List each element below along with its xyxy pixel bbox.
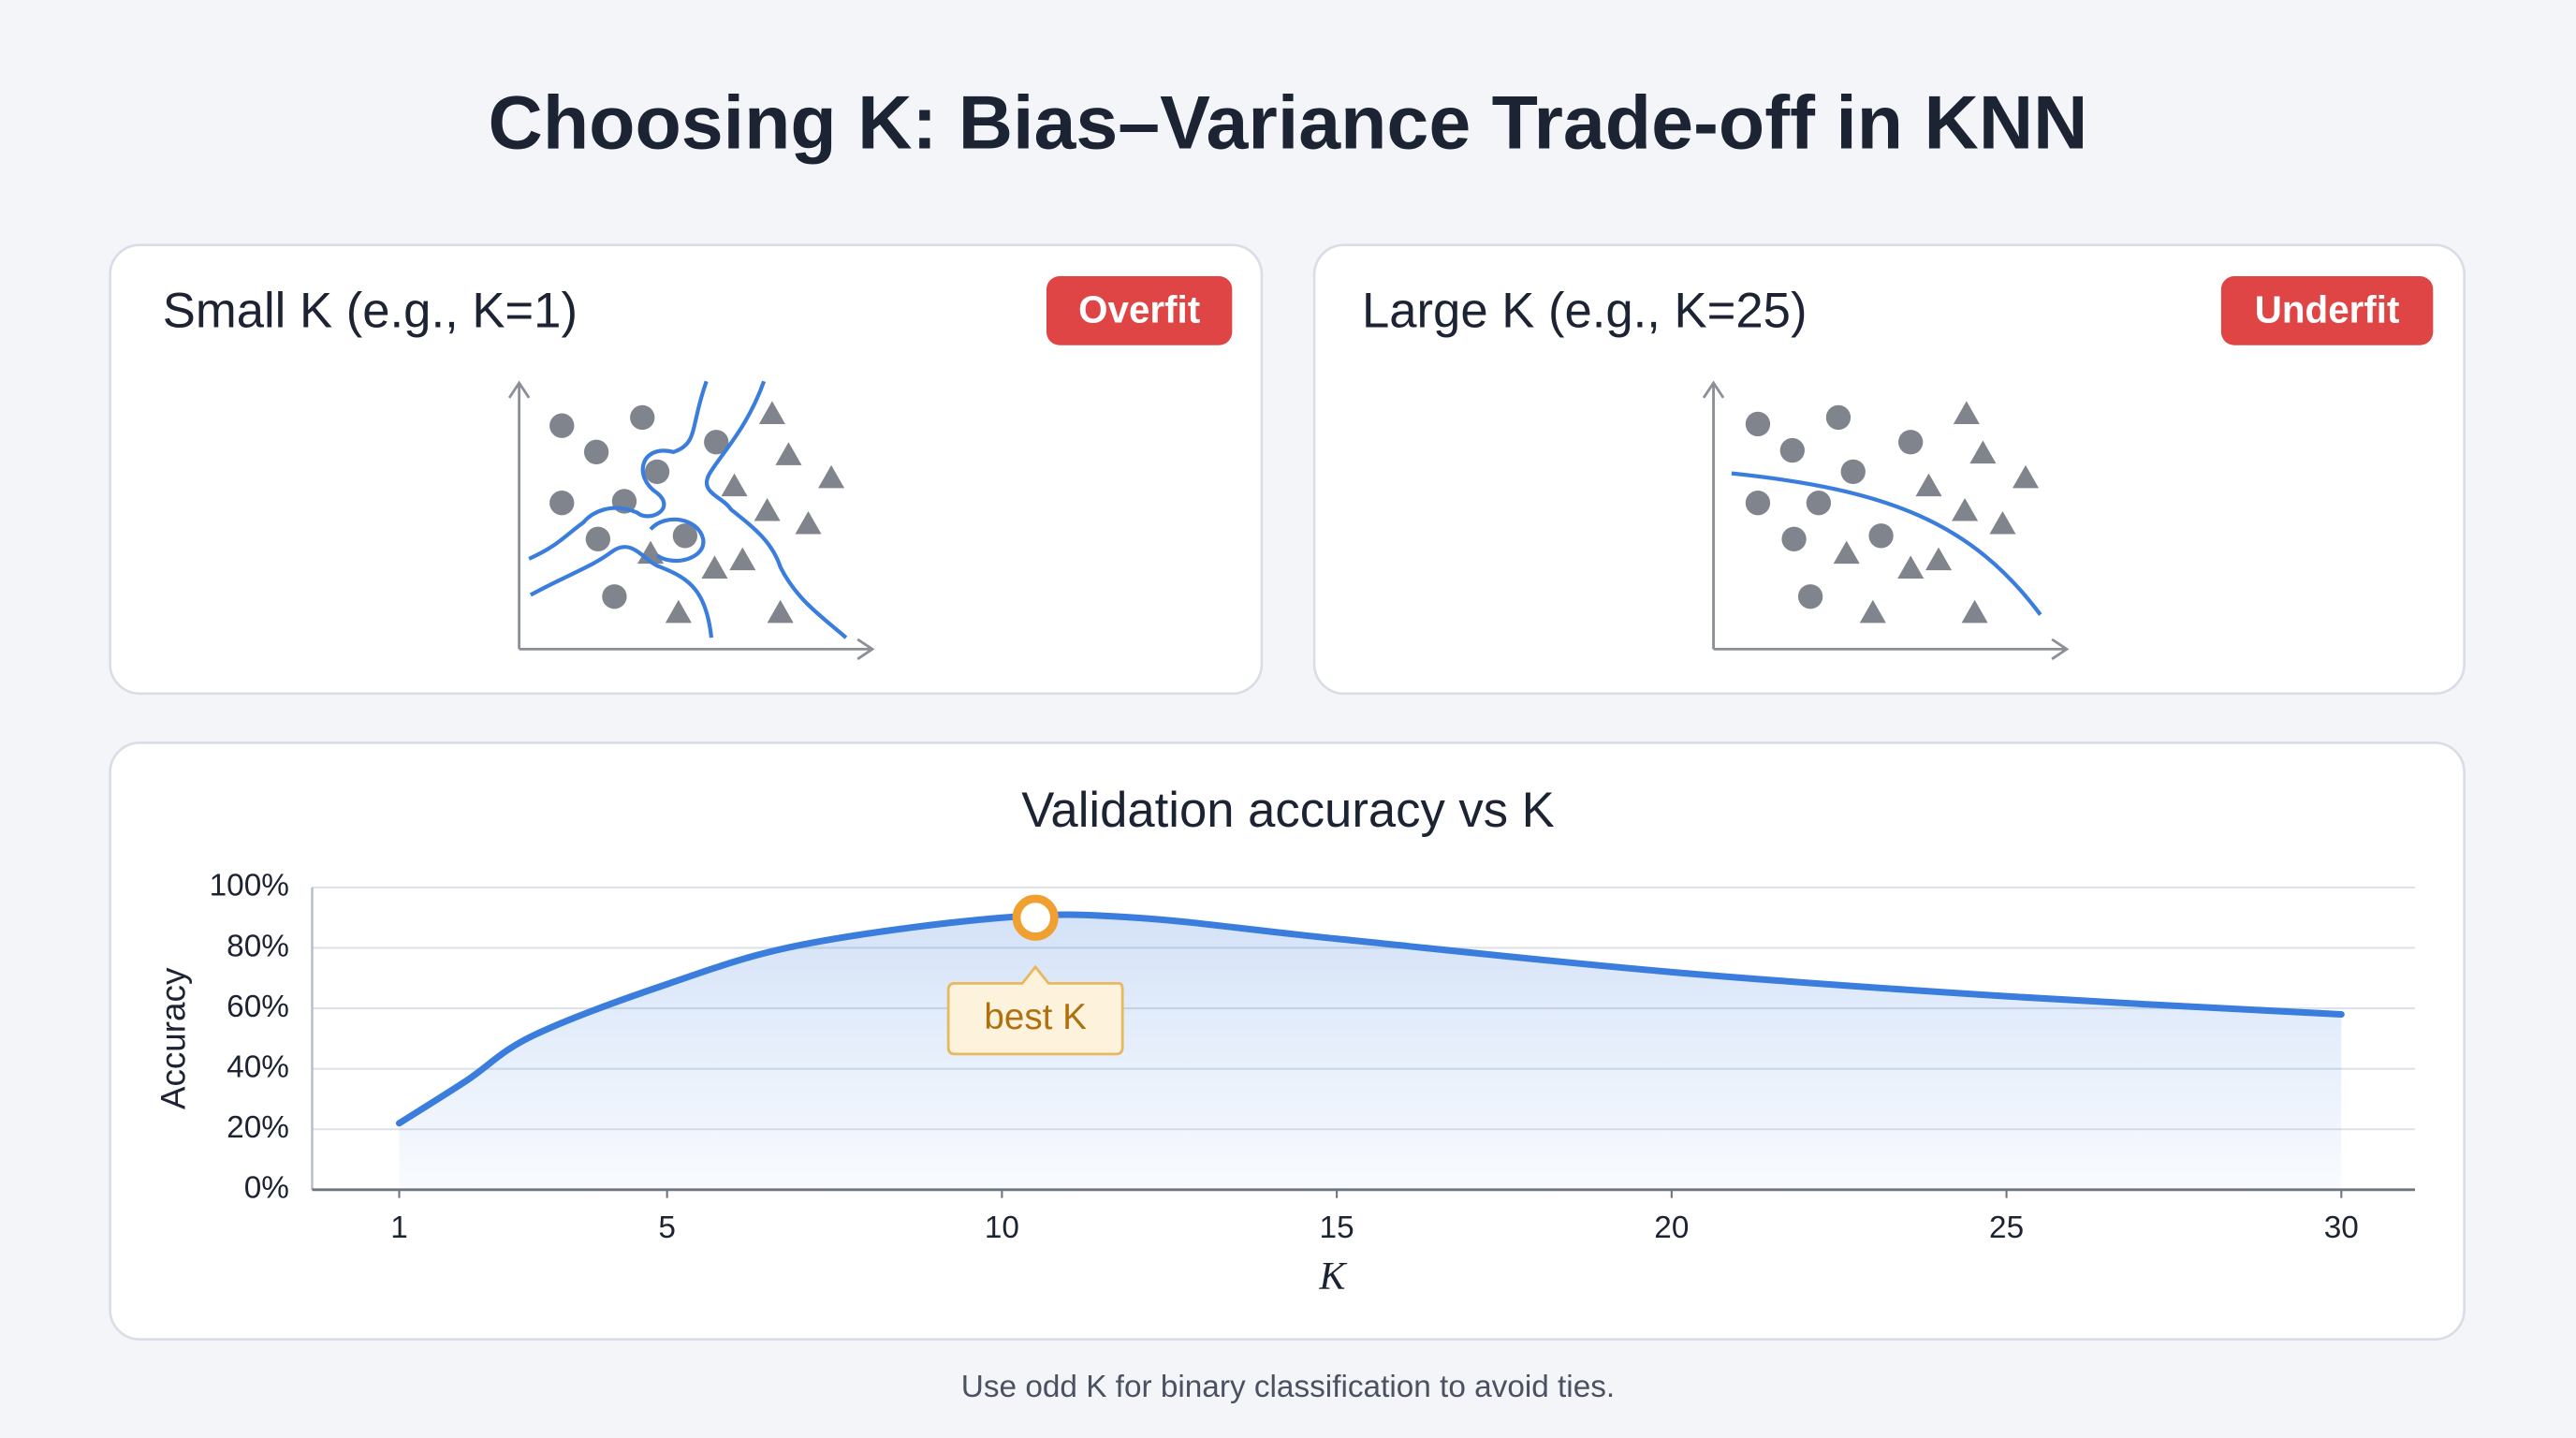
panel-card — [109, 243, 1264, 696]
badge — [2220, 276, 2434, 345]
y-tick-label: 100% — [210, 869, 289, 903]
annotation-label: best K — [984, 997, 1087, 1037]
y-tick-label: 60% — [227, 990, 289, 1024]
x-tick-label: 15 — [1320, 1211, 1354, 1245]
area — [399, 914, 2342, 1190]
footer-note: Use odd K for binary classification to a… — [961, 1370, 1615, 1404]
x-tick-label: 20 — [1654, 1211, 1689, 1245]
line — [395, 911, 2345, 1127]
x-tick-label: 1 — [390, 1211, 408, 1245]
badge-text: Underfit — [2255, 287, 2400, 330]
x-tick-label: 30 — [2324, 1211, 2359, 1245]
triangles — [637, 401, 845, 624]
x-tick-label: 25 — [1989, 1211, 2024, 1245]
y-tick-label: 0% — [244, 1171, 289, 1206]
annotation-box — [946, 964, 1124, 1056]
x-tick-label: 5 — [658, 1211, 676, 1245]
axes — [507, 380, 875, 661]
badge — [1046, 276, 1233, 345]
axes — [1702, 380, 2070, 661]
circles — [1745, 404, 1924, 609]
x-axis-label: K — [1318, 1255, 1347, 1299]
boundary — [705, 380, 848, 639]
triangles — [1833, 401, 2040, 624]
best-k-marker — [1012, 894, 1059, 941]
boundary — [529, 545, 714, 638]
panel-title: Large K (e.g., K=25) — [1362, 283, 1808, 338]
panel-title: Small K (e.g., K=1) — [163, 283, 578, 338]
y-tick-label: 80% — [227, 929, 289, 963]
x-tick-label: 10 — [985, 1211, 1019, 1245]
boundary — [528, 380, 709, 561]
circles — [549, 404, 729, 609]
boundary — [649, 517, 706, 564]
y-axis-label: Accuracy — [154, 967, 193, 1109]
page-title: Choosing K: Bias–Variance Trade-off in K… — [489, 81, 2088, 165]
y-tick-label: 20% — [227, 1110, 289, 1145]
chart-title: Validation accuracy vs K — [1021, 783, 1555, 838]
panel-card — [1312, 243, 2466, 696]
scatter-illustration — [1702, 380, 2070, 661]
y-tick-label: 40% — [227, 1049, 289, 1084]
badge-text: Overfit — [1078, 287, 1200, 330]
scatter-illustration — [507, 380, 875, 661]
boundary — [1731, 471, 2042, 616]
